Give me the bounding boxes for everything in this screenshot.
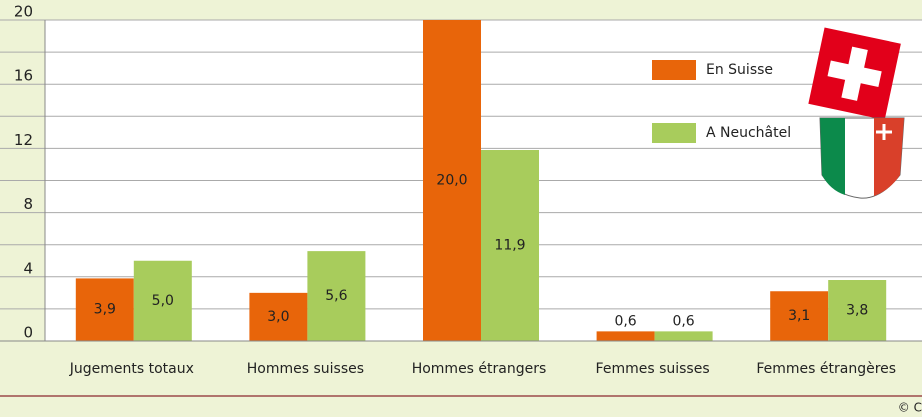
bar <box>481 150 539 341</box>
swiss-flag <box>808 27 901 121</box>
credit: © C <box>898 401 922 415</box>
data-label: 0,6 <box>672 313 694 329</box>
bar <box>770 291 829 341</box>
legend-swatch <box>652 60 696 80</box>
data-label: 3,1 <box>788 308 810 324</box>
x-tick-label: Jugements totaux <box>69 361 194 377</box>
y-tick-label: 12 <box>14 131 33 149</box>
bar <box>596 331 655 341</box>
y-tick-label: 16 <box>14 67 33 85</box>
data-label: 3,0 <box>267 309 289 325</box>
bar <box>654 331 713 341</box>
x-tick-label: Hommes étrangers <box>412 361 547 377</box>
bar <box>423 20 481 341</box>
y-tick-label: 20 <box>14 3 33 21</box>
legend-label: En Suisse <box>706 62 773 78</box>
data-label: 3,8 <box>846 303 868 319</box>
x-tick-label: Femmes suisses <box>596 361 710 377</box>
data-label: 3,9 <box>94 302 116 318</box>
y-tick-label: 8 <box>23 195 33 213</box>
data-label: 5,6 <box>325 288 347 304</box>
data-label: 5,0 <box>152 293 174 309</box>
y-tick-label: 4 <box>23 259 33 277</box>
bar <box>307 251 366 341</box>
x-tick-label: Femmes étrangères <box>756 361 896 377</box>
legend-label: A Neuchâtel <box>706 125 791 141</box>
x-tick-label: Hommes suisses <box>247 361 364 377</box>
bar <box>828 280 887 341</box>
flags <box>808 27 905 199</box>
bar <box>249 292 308 341</box>
data-label: 0,6 <box>614 313 636 329</box>
bar <box>133 260 192 341</box>
flag-cross <box>827 60 882 87</box>
legend-swatch <box>652 123 696 143</box>
bar <box>75 278 134 341</box>
neuchatel-shield <box>819 117 905 199</box>
data-label: 11,9 <box>494 238 525 254</box>
data-label: 20,0 <box>436 173 467 189</box>
y-tick-label: 0 <box>23 324 33 342</box>
marks: 0 4 8 12 16 20 Jugements totaux 3,9 5,0 Hommes su… <box>0 3 922 377</box>
